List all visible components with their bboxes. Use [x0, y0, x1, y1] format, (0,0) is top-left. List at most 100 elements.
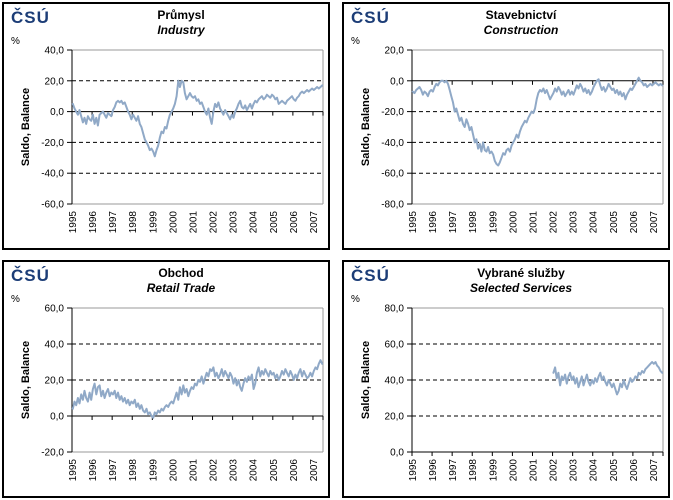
y-tick-label: -20,0 [381, 107, 404, 118]
x-tick-label: 2006 [289, 459, 300, 482]
x-tick-label: 2004 [249, 211, 260, 234]
x-tick-label: 1997 [108, 211, 119, 234]
x-tick-label: 2005 [609, 211, 620, 234]
x-tick-label: 2005 [269, 459, 280, 482]
x-tick-label: 2004 [589, 459, 600, 482]
percent-label: % [11, 294, 20, 305]
x-tick-label: 2007 [309, 211, 320, 234]
x-tick-label: 2000 [508, 211, 519, 234]
x-tick-label: 2002 [209, 211, 220, 234]
chart-title-english: Industry [157, 23, 205, 37]
y-tick-label: 40,0 [385, 376, 405, 387]
x-tick-label: 2003 [569, 459, 580, 482]
x-tick-label: 2003 [229, 211, 240, 234]
y-tick-label: 80,0 [385, 304, 405, 315]
chart-title-group: Průmysl Industry [44, 8, 318, 38]
x-tick-label: 1997 [448, 211, 459, 234]
x-tick-label: 2003 [569, 211, 580, 234]
csu-logo: ČSÚ [351, 8, 390, 27]
csu-logo: ČSÚ [11, 266, 50, 285]
x-tick-label: 2007 [309, 459, 320, 482]
y-tick-label: 20,0 [385, 412, 405, 423]
y-tick-label: 20,0 [45, 76, 65, 87]
x-tick-label: 1997 [448, 459, 459, 482]
x-tick-label: 2005 [609, 459, 620, 482]
chart-title-group: Stavebnictví Construction [384, 8, 658, 38]
y-tick-label: -20,0 [41, 138, 64, 149]
chart-title-czech: Průmysl [157, 8, 205, 22]
y-tick-label: 0,0 [390, 76, 404, 87]
chart-title-czech: Obchod [158, 266, 204, 280]
y-tick-label: 40,0 [45, 340, 65, 351]
x-tick-label: 1995 [68, 459, 79, 482]
x-tick-label: 2002 [209, 459, 220, 482]
x-tick-label: 2001 [528, 459, 539, 482]
x-tick-label: 2000 [168, 211, 179, 234]
x-tick-label: 2002 [549, 459, 560, 482]
x-tick-label: 1999 [148, 459, 159, 482]
x-tick-label: 1995 [68, 211, 79, 234]
percent-label: % [351, 36, 360, 47]
x-tick-label: 1999 [148, 211, 159, 234]
y-tick-label: 0,0 [390, 448, 404, 459]
x-tick-label: 1998 [128, 211, 139, 234]
x-tick-label: 1996 [428, 459, 439, 482]
x-tick-label: 1998 [128, 459, 139, 482]
chart-panel-industry: ČSÚ Průmysl Industry % Saldo, Balance 40… [2, 2, 330, 250]
y-tick-label: -60,0 [41, 200, 64, 211]
x-tick-label: 1997 [108, 459, 119, 482]
x-tick-label: 1996 [88, 459, 99, 482]
chart-title-english: Retail Trade [146, 281, 216, 295]
x-tick-label: 2000 [508, 459, 519, 482]
percent-label: % [11, 36, 20, 47]
x-tick-label: 2001 [188, 211, 199, 234]
x-tick-label: 2001 [188, 459, 199, 482]
x-tick-label: 2001 [528, 211, 539, 234]
y-tick-label: 60,0 [385, 340, 405, 351]
chart-title-english: Construction [483, 23, 559, 37]
chart-plot-retail-trade: 60,0 40,0 20,0 0,0 -20,0 1995 1996 1997 1998 1999… [41, 304, 324, 482]
x-tick-label: 1999 [488, 211, 499, 234]
y-tick-label: -40,0 [381, 138, 404, 149]
x-tick-label: 1995 [408, 211, 419, 234]
y-tick-label: -60,0 [381, 169, 404, 180]
x-tick-label: 2004 [249, 459, 260, 482]
chart-panel-construction: ČSÚ Stavebnictví Construction % Saldo, B… [342, 2, 670, 250]
x-tick-label: 2006 [629, 211, 640, 234]
y-tick-label: 0,0 [50, 412, 64, 423]
chart-plot-industry: 40,0 20,0 0,0 -20,0 -40,0 -60,0 1995 1996 1997 19… [41, 46, 324, 234]
chart-title-group: Obchod Retail Trade [44, 266, 318, 296]
chart-title-english: Selected Services [469, 281, 573, 295]
chart-title-group: Vybrané služby Selected Services [384, 266, 658, 296]
x-tick-label: 2002 [549, 211, 560, 234]
y-tick-label: -80,0 [381, 200, 404, 211]
x-tick-label: 2006 [629, 459, 640, 482]
series-line [411, 76, 664, 167]
y-tick-label: 20,0 [385, 46, 405, 57]
y-tick-label: 20,0 [45, 376, 65, 387]
chart-title-czech: Vybrané služby [477, 266, 565, 280]
chart-plot-selected-services: 80,0 60,0 40,0 20,0 0,0 1995 1996 1997 1998 1999 2… [385, 304, 664, 482]
y-tick-label: 0,0 [50, 107, 64, 118]
x-tick-label: 1999 [488, 459, 499, 482]
x-tick-label: 2000 [168, 459, 179, 482]
y-tick-label: -20,0 [41, 448, 64, 459]
y-tick-label: -40,0 [41, 169, 64, 180]
x-tick-label: 2004 [589, 211, 600, 234]
series-line [71, 359, 324, 419]
chart-title-czech: Stavebnictví [485, 8, 557, 22]
x-tick-label: 2007 [649, 459, 660, 482]
y-tick-label: 40,0 [45, 46, 65, 57]
x-tick-label: 1996 [88, 211, 99, 234]
x-tick-label: 1998 [468, 459, 479, 482]
x-tick-label: 1995 [408, 459, 419, 482]
series-line [71, 79, 324, 158]
x-tick-label: 2007 [649, 211, 660, 234]
x-tick-label: 2005 [269, 211, 280, 234]
x-tick-label: 1998 [468, 211, 479, 234]
percent-label: % [351, 294, 360, 305]
x-tick-label: 2006 [289, 211, 300, 234]
x-tick-label: 1996 [428, 211, 439, 234]
series-line [552, 361, 664, 396]
